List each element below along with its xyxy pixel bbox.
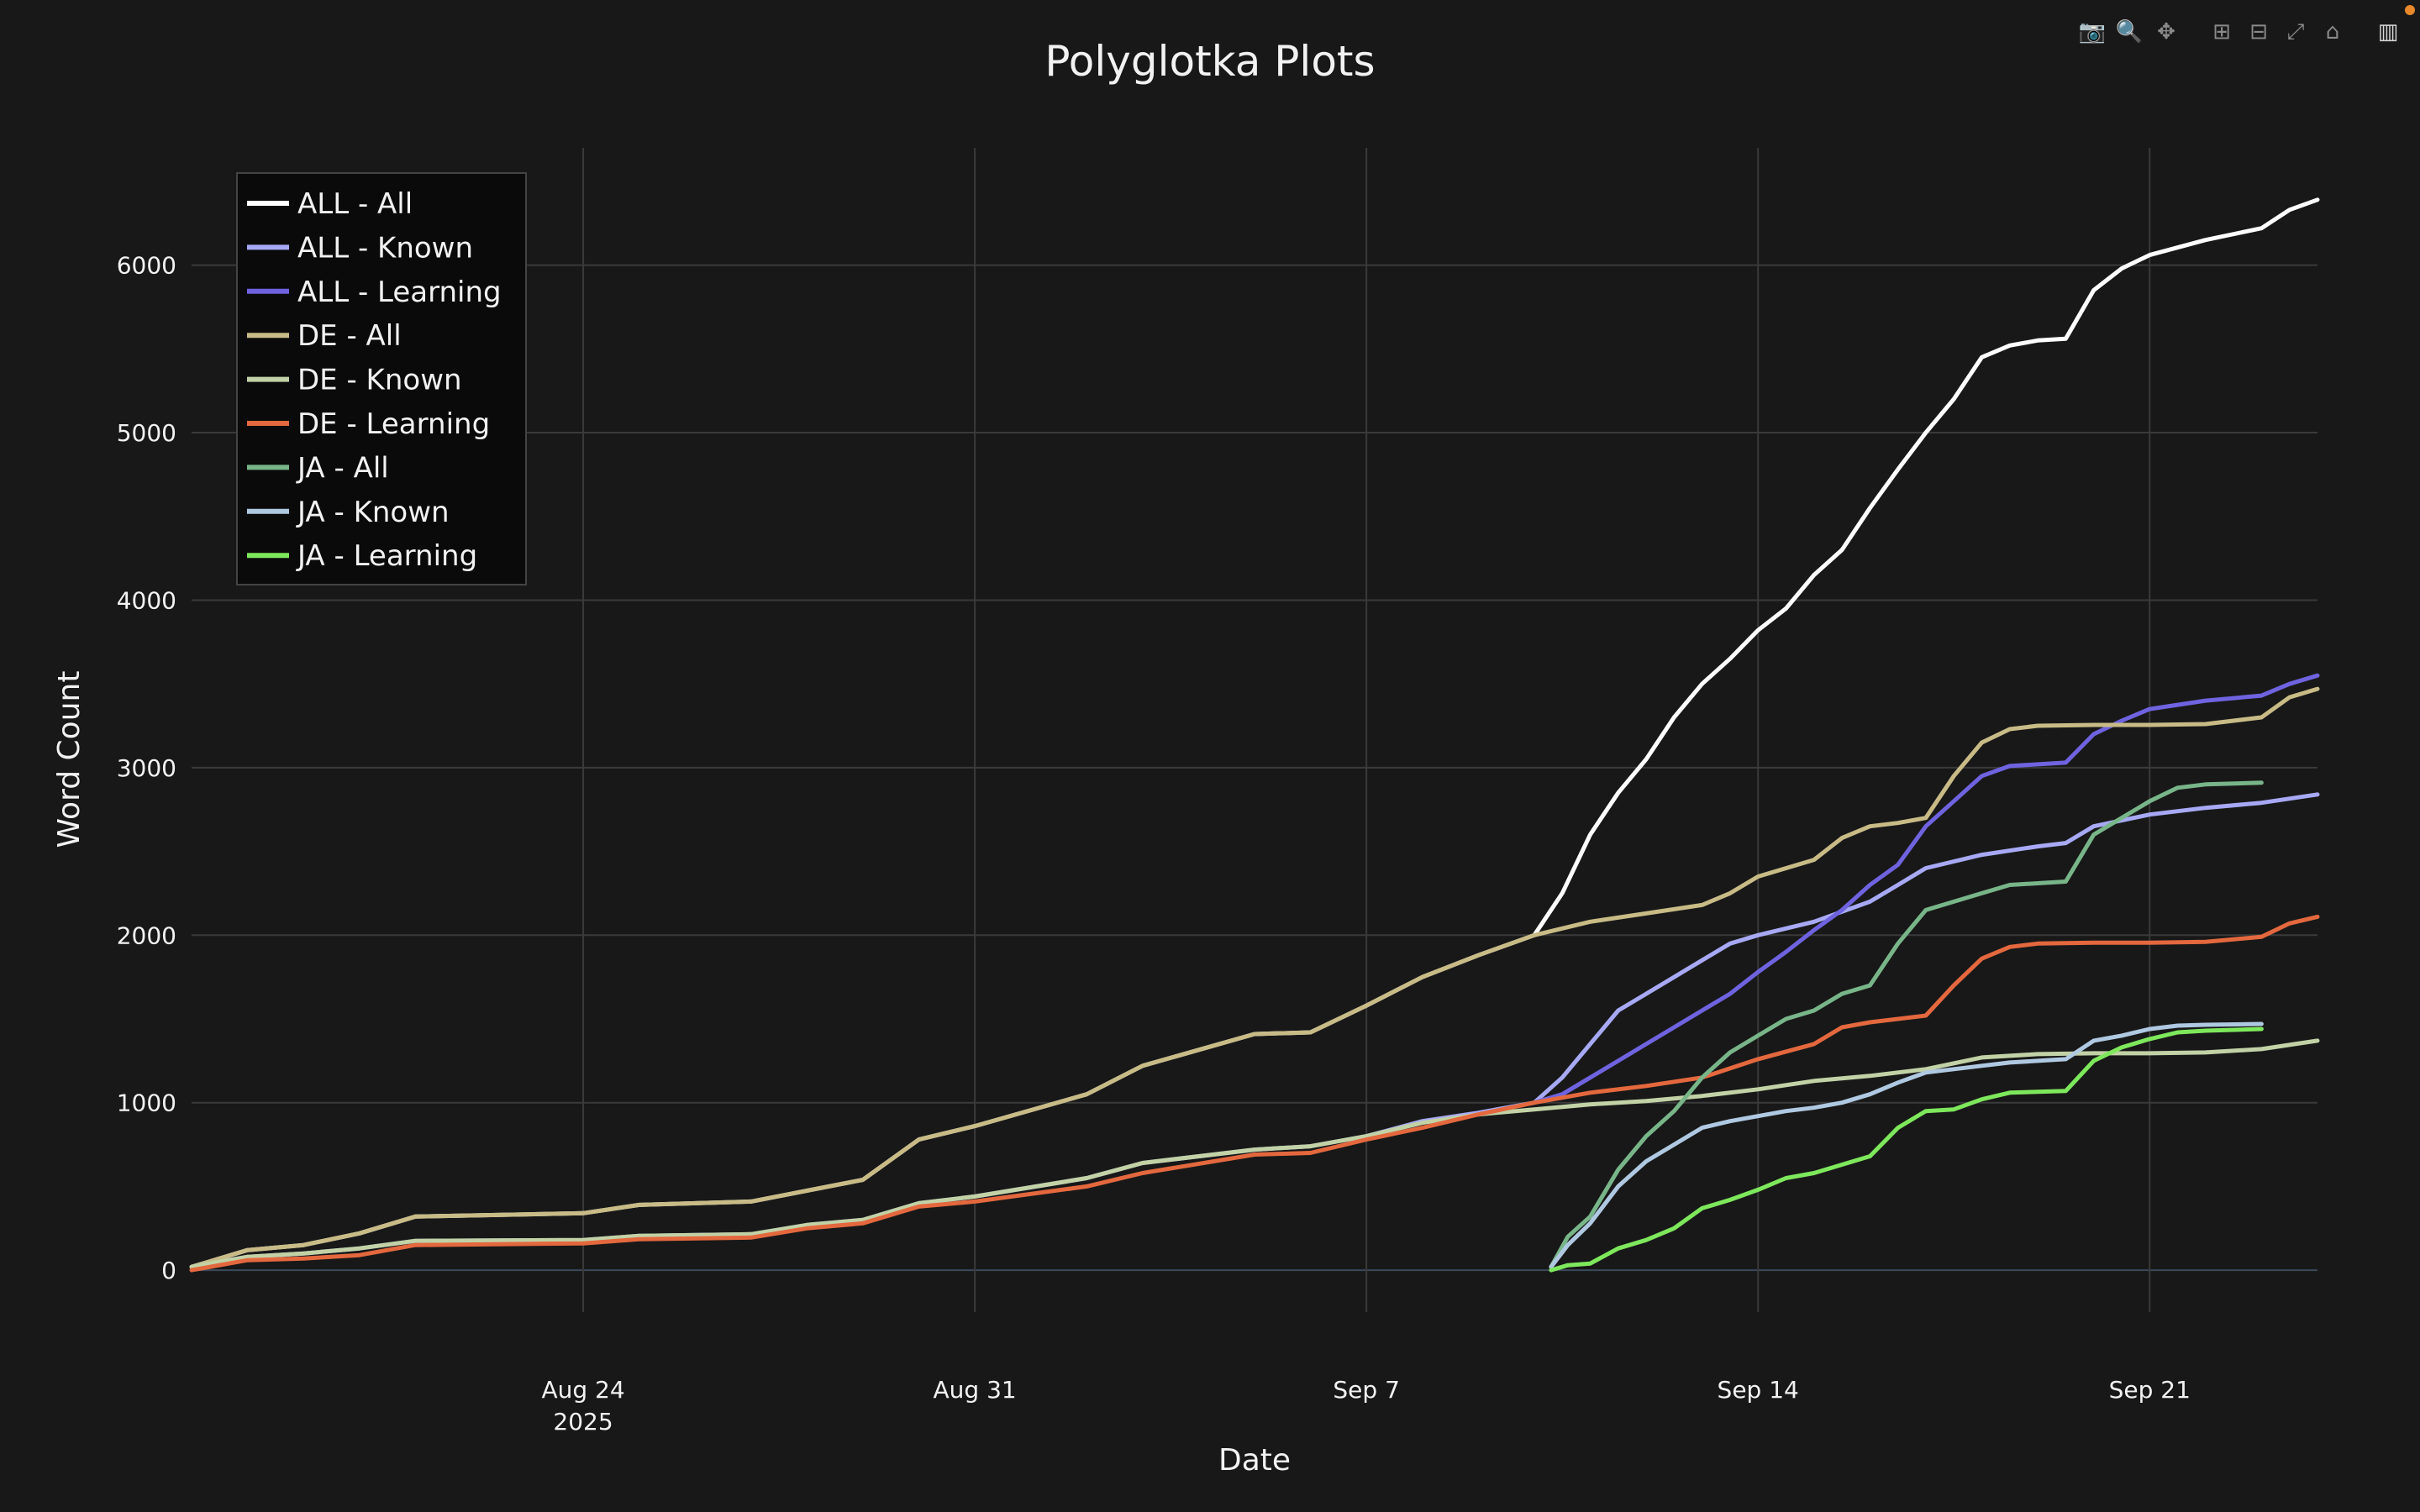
zoom-in-icon[interactable]: ⊞ (2212, 19, 2231, 45)
legend-label: DE - All (297, 319, 402, 353)
legend-item[interactable]: ALL - All (247, 187, 413, 221)
legend-label: ALL - Known (297, 231, 473, 265)
x-tick-label: Sep 21 (2109, 1376, 2191, 1404)
x-tick-label: Aug 24 (541, 1376, 624, 1404)
legend-label: ALL - Learning (297, 276, 502, 309)
x-tick-label: Sep 14 (1718, 1376, 1799, 1404)
series-line-5[interactable] (189, 1038, 2320, 1269)
legend-item[interactable]: ALL - Learning (247, 276, 502, 309)
legend-item[interactable]: ALL - Known (247, 231, 473, 265)
y-tick-label: 0 (161, 1257, 176, 1284)
y-tick-label: 5000 (117, 419, 176, 447)
modebar: 📷 🔍 ✥ ⊞ ⊟ ⤢ ⌂ ▥ (2077, 17, 2403, 47)
legend-label: DE - Learning (297, 407, 490, 441)
x-tick-label: Sep 7 (1333, 1376, 1400, 1404)
legend-item[interactable]: JA - Learning (247, 539, 477, 573)
legend[interactable]: ALL - All ALL - Known ALL - Learning DE - A… (236, 172, 527, 585)
camera-icon[interactable]: 📷 (2078, 19, 2107, 45)
legend-label: ALL - All (297, 187, 413, 221)
legend-label: DE - Known (297, 364, 462, 397)
x-axis-title: Date (1218, 1443, 1291, 1478)
y-tick-label: 4000 (117, 586, 176, 614)
series-line-3[interactable] (1532, 673, 2320, 1105)
series-line-8[interactable] (1549, 1021, 2264, 1269)
zoom-icon[interactable]: 🔍 (2115, 19, 2144, 45)
series-lines (189, 197, 2320, 1273)
autoscale-icon[interactable]: ⤢ (2286, 19, 2305, 45)
legend-item[interactable]: DE - Known (247, 364, 462, 397)
plotly-logo-icon[interactable]: ▥ (2377, 19, 2399, 45)
series-line-7[interactable] (1549, 780, 2264, 1269)
x-axis-ticks: Aug 24 2025 Aug 31 Sep 7 Sep 14 Sep 21 (541, 1376, 2190, 1436)
legend-item[interactable]: JA - All (247, 451, 389, 485)
grid-lines (192, 148, 2317, 1312)
y-tick-label: 1000 (117, 1089, 176, 1117)
series-line-4[interactable] (189, 686, 2320, 1269)
y-axis-title: Word Count (52, 671, 87, 848)
series-line-9[interactable] (1549, 1026, 2264, 1273)
y-axis-ticks: 0 1000 2000 3000 4000 5000 6000 (117, 252, 176, 1285)
y-tick-label: 6000 (117, 252, 176, 280)
reset-axes-icon[interactable]: ⌂ (2325, 19, 2340, 45)
x-tick-sublabel: 2025 (553, 1408, 613, 1436)
x-tick-label: Aug 31 (934, 1376, 1017, 1404)
pan-icon[interactable]: ✥ (2157, 19, 2175, 45)
status-dot (2405, 5, 2415, 15)
y-tick-label: 2000 (117, 921, 176, 949)
legend-item[interactable]: JA - Known (247, 496, 450, 529)
y-tick-label: 3000 (117, 754, 176, 782)
chart-title: Polyglotka Plots (1044, 37, 1375, 86)
zoom-out-icon[interactable]: ⊟ (2249, 19, 2268, 45)
series-line-2[interactable] (189, 792, 2320, 1269)
legend-label: JA - Learning (296, 539, 477, 573)
legend-label: JA - Known (296, 496, 450, 529)
legend-label: JA - All (296, 451, 389, 485)
legend-item[interactable]: DE - Learning (247, 407, 490, 441)
series-line-6[interactable] (189, 914, 2320, 1273)
legend-item[interactable]: DE - All (247, 319, 402, 353)
